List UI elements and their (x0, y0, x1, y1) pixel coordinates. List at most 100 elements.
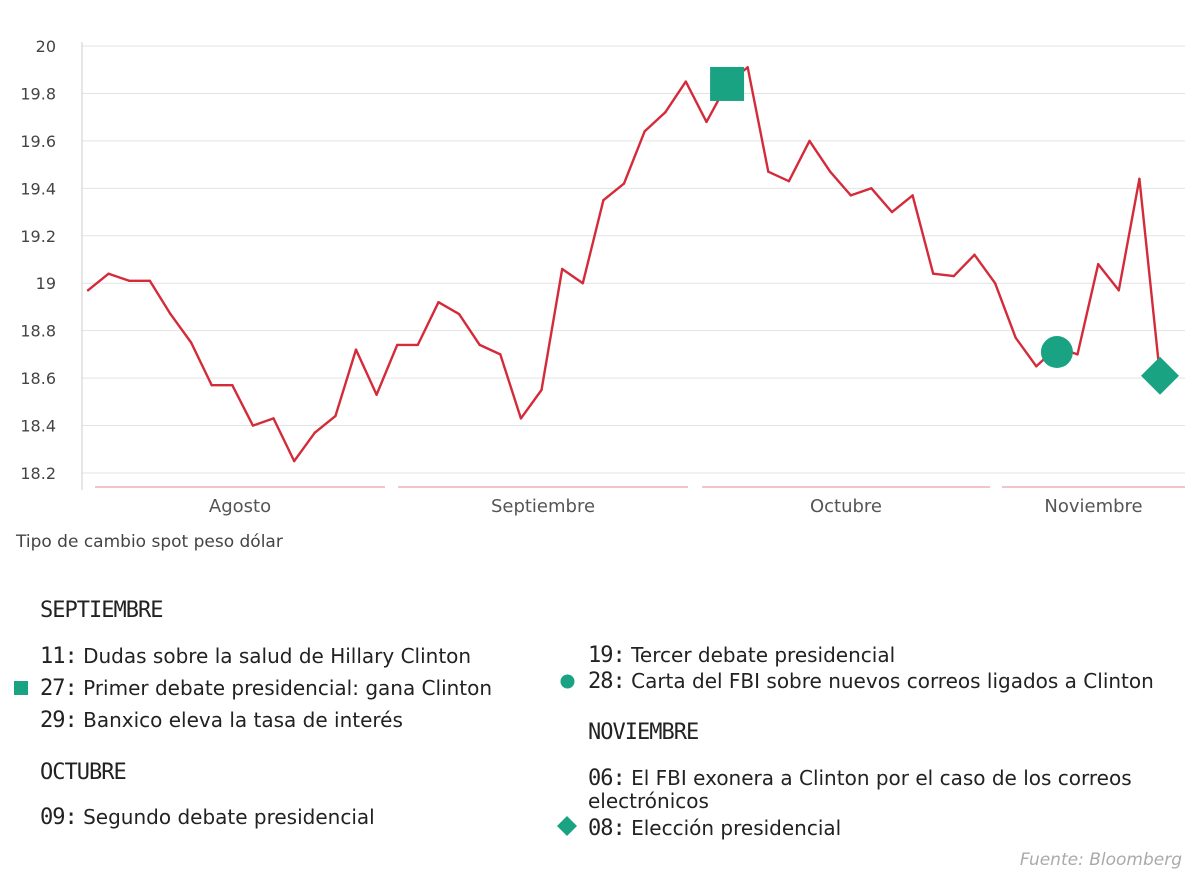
exchange-rate-chart: 18.2 18.4 18.6 18.8 19 19.2 19.4 19.6 19.8 20 Ago… (20, 37, 1185, 517)
series-point (1014, 336, 1017, 339)
series-point (602, 198, 605, 202)
event-day: 27: (40, 676, 78, 701)
event-item: 27: Primer debate presidencial: gana Cli… (40, 677, 620, 700)
series-point (932, 272, 935, 275)
event-item: 29: Banxico eleva la tasa de interés (40, 709, 620, 732)
series-point (808, 139, 811, 143)
section-title-noviembre: NOVIEMBRE (588, 720, 699, 745)
y-tick-label: 19.6 (20, 132, 56, 151)
event-day: 06: (588, 766, 626, 791)
event-text: Banxico eleva la tasa de interés (83, 708, 403, 732)
event-item: 09: Segundo debate presidencial (40, 806, 620, 829)
circle-marker-icon (560, 674, 575, 689)
series-point (148, 279, 152, 283)
month-axis: Agosto Septiembre Octubre Noviembre (95, 486, 1185, 517)
series-point (746, 66, 749, 69)
month-label: Noviembre (1044, 496, 1142, 517)
series-point (107, 272, 110, 275)
series-point (128, 279, 131, 283)
series-point (86, 289, 90, 292)
series-point (272, 417, 275, 420)
event-day: 08: (588, 816, 626, 841)
event-item: 06: El FBI exonera a Clinton por el caso… (588, 767, 1168, 812)
y-tick-label: 19 (36, 274, 56, 293)
series-point (705, 120, 708, 124)
series-point (1138, 177, 1141, 181)
series-point (973, 253, 976, 256)
series-point (292, 459, 296, 463)
series-point (396, 343, 399, 347)
series-point (870, 187, 873, 190)
event-day: 19: (588, 643, 626, 668)
series-point (189, 341, 193, 344)
event-text: Carta del FBI sobre nuevos correos ligad… (631, 669, 1154, 693)
series-point (457, 312, 461, 316)
event-text: Primer debate presidencial: gana Clinton (83, 676, 493, 700)
event-day: 09: (40, 805, 78, 830)
series-point (643, 130, 646, 133)
series-point (210, 384, 213, 387)
series-points (86, 66, 1162, 463)
series-point (540, 388, 543, 392)
source-note: Fuente: Bloomberg (1019, 850, 1182, 870)
series-point (416, 343, 420, 347)
event-item: 19: Tercer debate presidencial (588, 644, 1168, 667)
series-point (231, 384, 234, 387)
event-item: 08: Elección presidencial (588, 817, 1168, 840)
series-point (890, 210, 894, 214)
series-point (251, 424, 255, 427)
event-text: Tercer debate presidencial (631, 643, 896, 667)
month-label: Septiembre (491, 496, 595, 517)
event-text: Segundo debate presidencial (83, 805, 375, 829)
series-point (581, 282, 584, 285)
series-point (1076, 353, 1079, 356)
series-point (334, 414, 337, 418)
series-point (622, 182, 626, 185)
diamond-marker-icon (557, 816, 577, 836)
series-point (952, 274, 956, 278)
y-tick-label: 18.8 (20, 322, 56, 341)
series-point (437, 301, 440, 304)
series-point (828, 170, 832, 173)
y-tick-label: 19.8 (20, 84, 56, 103)
y-tick-label: 18.6 (20, 369, 56, 388)
section-title-septiembre: SEPTIEMBRE (40, 598, 163, 623)
circle-marker (1040, 336, 1073, 369)
series-point (993, 282, 997, 285)
series-point (684, 80, 688, 83)
square-marker (710, 66, 745, 101)
series-point (767, 170, 770, 173)
series-point (1117, 289, 1120, 292)
series-point (169, 312, 172, 316)
series-point (849, 194, 852, 197)
series-point (787, 180, 791, 183)
event-text: Dudas sobre la salud de Hillary Clinton (83, 644, 472, 668)
chart-grid (82, 45, 1185, 474)
event-markers (710, 66, 1179, 395)
y-tick-label: 18.2 (20, 464, 56, 483)
y-tick-label: 19.4 (20, 179, 56, 198)
series-point (664, 111, 667, 114)
event-day: 29: (40, 708, 78, 733)
series-point (1035, 365, 1038, 368)
series-point (313, 431, 316, 434)
y-tick-label: 20 (36, 37, 56, 56)
event-item: 11: Dudas sobre la salud de Hillary Clin… (40, 645, 620, 668)
event-text: Elección presidencial (631, 816, 842, 840)
y-tick-label: 19.2 (20, 227, 56, 246)
series-point (499, 353, 502, 356)
series-point (354, 348, 358, 351)
series-point (375, 393, 378, 396)
event-day: 28: (588, 669, 626, 694)
month-label: Agosto (209, 496, 271, 517)
y-tick-label: 18.4 (20, 417, 56, 436)
event-day: 11: (40, 644, 78, 669)
month-label: Octubre (810, 496, 882, 517)
series-point (519, 417, 523, 420)
section-title-octubre: OCTUBRE (40, 760, 127, 785)
square-marker-icon (14, 681, 28, 695)
chart-caption: Tipo de cambio spot peso dólar (16, 532, 283, 552)
series-point (1096, 263, 1100, 266)
event-text: El FBI exonera a Clinton por el caso de … (588, 766, 1132, 813)
event-item: 28: Carta del FBI sobre nuevos correos l… (588, 670, 1168, 693)
